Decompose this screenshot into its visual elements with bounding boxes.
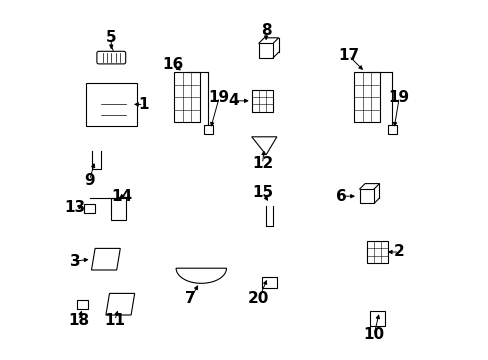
- Bar: [387, 125, 396, 134]
- Text: 9: 9: [84, 172, 95, 188]
- Text: 18: 18: [68, 313, 89, 328]
- Text: 17: 17: [338, 48, 359, 63]
- Text: 15: 15: [251, 185, 272, 200]
- Text: 6: 6: [336, 189, 346, 204]
- Text: 19: 19: [388, 90, 409, 105]
- Bar: [111, 198, 125, 220]
- Bar: [174, 72, 199, 122]
- Text: 10: 10: [363, 327, 384, 342]
- Text: 8: 8: [260, 23, 271, 38]
- Text: 5: 5: [106, 30, 116, 45]
- Bar: [359, 189, 373, 203]
- Text: 4: 4: [228, 93, 239, 108]
- Bar: [370, 311, 384, 326]
- Text: 2: 2: [393, 244, 404, 260]
- Bar: [354, 72, 379, 122]
- Text: 12: 12: [251, 156, 273, 171]
- Polygon shape: [176, 268, 226, 283]
- Text: 13: 13: [64, 199, 86, 215]
- Text: 16: 16: [162, 57, 183, 72]
- Bar: [84, 204, 95, 213]
- Text: 19: 19: [208, 90, 229, 105]
- Text: 7: 7: [185, 291, 195, 306]
- Text: 1: 1: [138, 97, 149, 112]
- Text: 20: 20: [248, 291, 269, 306]
- Text: 11: 11: [104, 313, 125, 328]
- Text: 14: 14: [111, 189, 132, 204]
- Text: 3: 3: [70, 253, 81, 269]
- FancyBboxPatch shape: [97, 51, 125, 64]
- Bar: [262, 277, 276, 288]
- Bar: [258, 43, 273, 58]
- Bar: [251, 90, 273, 112]
- Bar: [203, 125, 213, 134]
- Bar: [366, 241, 387, 263]
- Bar: [77, 300, 88, 309]
